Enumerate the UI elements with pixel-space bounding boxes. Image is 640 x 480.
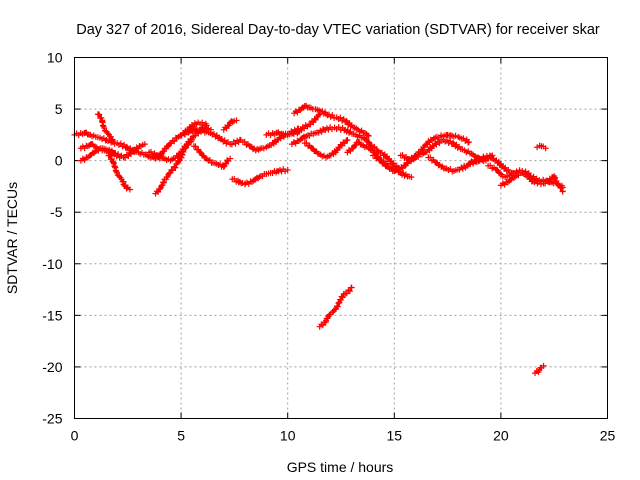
series-arc-03 <box>77 145 127 164</box>
series-arc-17 <box>288 124 402 171</box>
plot-frame <box>74 57 608 419</box>
y-axis-label: SDTVAR / TECUs <box>4 182 20 294</box>
x-tick-label: 5 <box>177 428 185 444</box>
series-arc-26 <box>534 142 549 152</box>
y-tick-label: 0 <box>55 153 63 169</box>
y-tick-label: 5 <box>55 101 63 117</box>
series-arc-27 <box>316 284 355 330</box>
x-tick-label: 15 <box>387 428 403 444</box>
x-axis-label: GPS time / hours <box>287 459 394 475</box>
x-tick-label: 25 <box>600 428 616 444</box>
series-arc-18 <box>301 137 351 161</box>
y-tick-label: -10 <box>42 256 62 272</box>
series-arc-21 <box>397 136 489 165</box>
axis-ticks <box>74 57 608 419</box>
series-arc-13 <box>242 166 291 188</box>
series-arc-08 <box>146 137 195 164</box>
y-tick-label: 10 <box>47 50 63 66</box>
series-arc-25 <box>497 170 566 195</box>
y-tick-label: -5 <box>50 204 63 220</box>
x-tick-label: 20 <box>493 428 509 444</box>
chart-title: Day 327 of 2016, Sidereal Day-to-day VTE… <box>76 22 600 38</box>
data-markers <box>71 102 566 377</box>
series-arc-04 <box>94 111 116 146</box>
series-arc-11 <box>220 117 240 133</box>
series-arc-23 <box>465 154 515 177</box>
series-arc-09 <box>190 143 234 170</box>
series-arc-16 <box>291 102 372 139</box>
series-arc-05 <box>105 152 133 193</box>
series-arc-10 <box>178 126 244 148</box>
tick-labels: 0 5 10 15 20 25 10 5 0 -5 -10 -15 -20 -25 <box>42 50 615 444</box>
series-arc-22 <box>425 152 496 175</box>
y-tick-label: -15 <box>42 307 62 323</box>
series-arc-15 <box>263 111 323 139</box>
grid-lines <box>74 57 608 419</box>
series-arc-14 <box>239 125 302 154</box>
x-tick-label: 10 <box>280 428 296 444</box>
y-tick-label: -20 <box>42 359 62 375</box>
x-tick-label: 0 <box>71 428 79 444</box>
y-tick-label: -25 <box>42 411 62 427</box>
series-arc-28 <box>532 362 547 377</box>
